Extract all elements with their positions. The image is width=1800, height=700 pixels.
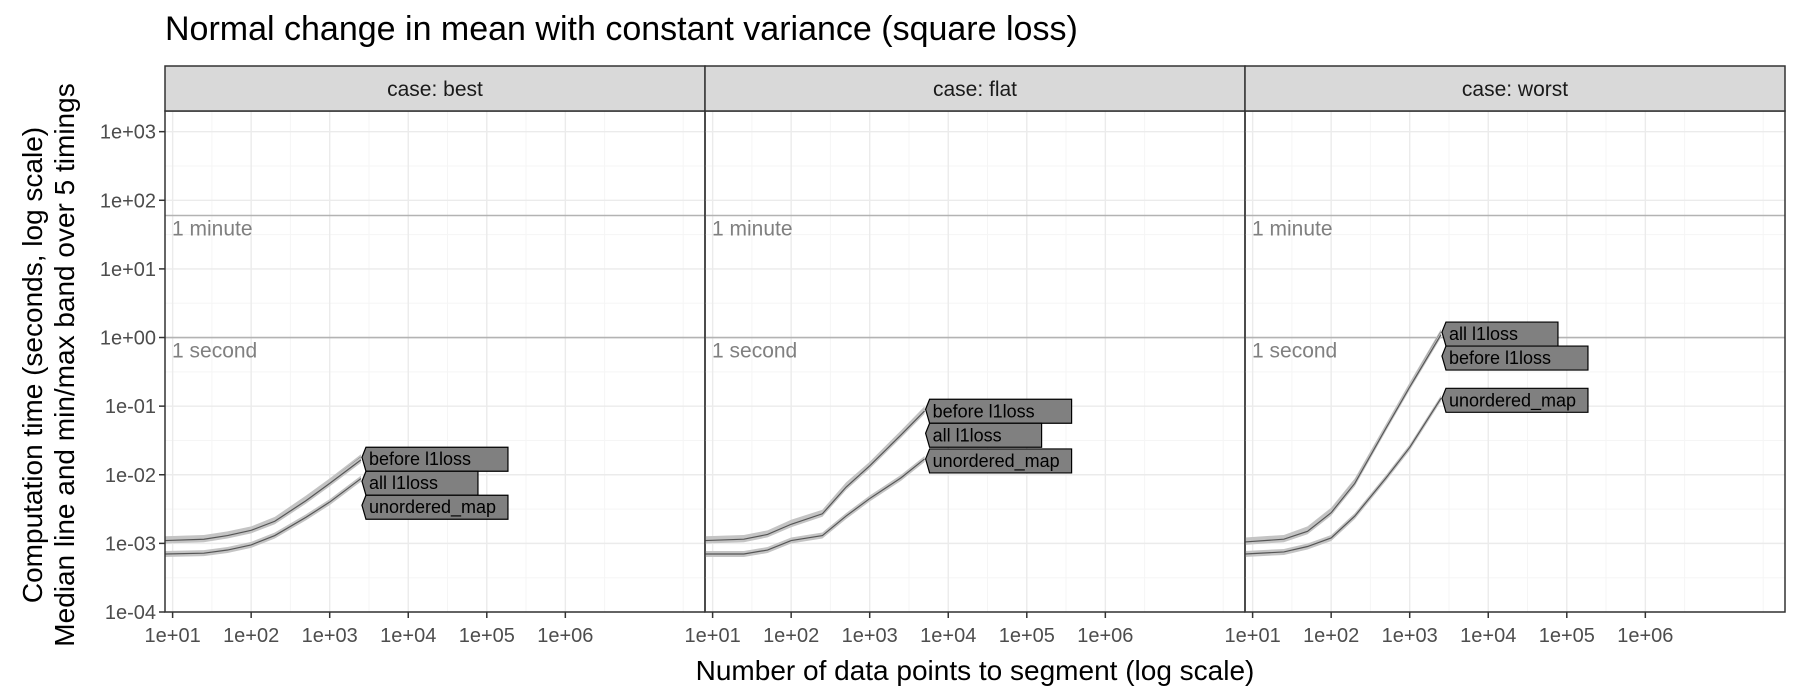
x-tick-label: 1e+05 (999, 625, 1055, 647)
y-tick-label: 1e-01 (105, 396, 156, 418)
x-tick-label: 1e+02 (1303, 625, 1359, 647)
series-direct-label: before l1loss (369, 449, 471, 469)
series-direct-label: before l1loss (1449, 348, 1551, 368)
x-tick-label: 1e+04 (1460, 625, 1516, 647)
x-tick-label: 1e+03 (842, 625, 898, 647)
y-tick-label: 1e+03 (100, 122, 156, 144)
series-band (165, 475, 361, 558)
series-direct-label: all l1loss (1449, 324, 1518, 344)
x-tick-label: 1e+05 (1539, 625, 1595, 647)
series-line (164, 459, 362, 542)
series-direct-label-box (1441, 321, 1559, 347)
series-direct-label: all l1loss (369, 473, 438, 493)
series-band (705, 407, 925, 544)
reference-line-label: 1 minute (172, 218, 253, 241)
series-line (1244, 397, 1442, 555)
x-tick-label: 1e+03 (302, 625, 358, 647)
x-tick-label: 1e+05 (459, 625, 515, 647)
series-direct-label: all l1loss (933, 425, 1002, 445)
series-direct-label-box (361, 470, 479, 496)
facet-strip (164, 65, 706, 112)
x-tick-label: 1e+06 (1617, 625, 1673, 647)
x-tick-label: 1e+04 (920, 625, 976, 647)
series-line (164, 478, 362, 555)
facet-strip-label: case: best (387, 78, 483, 101)
series-direct-label: unordered_map (933, 451, 1060, 472)
y-axis-label-line-1: Computation time (seconds, log scale) (17, 127, 48, 603)
series-direct-label-box (361, 494, 509, 520)
facet-strip-label: case: worst (1462, 78, 1568, 101)
facet-panel: 1 second 1 minute before l1loss all l1loss u… (145, 65, 706, 647)
x-tick-label: 1e+03 (1382, 625, 1438, 647)
x-tick-label: 1e+01 (685, 625, 741, 647)
reference-line-label: 1 minute (712, 218, 793, 241)
series-direct-label: before l1loss (933, 401, 1035, 421)
x-tick-label: 1e+01 (145, 625, 201, 647)
series-line (1244, 334, 1442, 543)
facet-panel: 1 second 1 minute before l1loss all l1loss u… (685, 65, 1246, 647)
x-tick-label: 1e+02 (223, 625, 279, 647)
y-tick-label: 1e-03 (105, 533, 156, 555)
x-tick-label: 1e+04 (380, 625, 436, 647)
series-direct-label-box (1441, 387, 1589, 413)
series-direct-label-box (1441, 345, 1589, 371)
reference-line-label: 1 second (172, 340, 257, 363)
chart-title: Normal change in mean with constant vari… (165, 10, 1078, 48)
x-tick-label: 1e+06 (537, 625, 593, 647)
x-tick-label: 1e+02 (763, 625, 819, 647)
y-tick-label: 1e-04 (105, 602, 156, 624)
y-axis-label-line-2: Median line and min/max band over 5 timi… (49, 83, 80, 646)
y-tick-label: 1e-02 (105, 465, 156, 487)
series-direct-label-box (924, 422, 1043, 448)
x-axis-label: Number of data points to segment (log sc… (696, 655, 1255, 686)
reference-line-label: 1 second (712, 340, 797, 363)
series-direct-label: unordered_map (1449, 390, 1576, 411)
facet-panel: 1 second 1 minute all l1loss before l1loss u… (1225, 65, 1786, 647)
series-direct-label-box (924, 398, 1073, 424)
series-band (1245, 395, 1441, 558)
series-line (704, 410, 926, 542)
y-tick-label: 1e+01 (100, 259, 156, 281)
series-direct-label-box (361, 446, 509, 472)
reference-line-label: 1 minute (1252, 218, 1333, 241)
series-line (705, 458, 925, 555)
series-direct-label: unordered_map (369, 497, 496, 518)
facet-panels: 1e-04 1e-03 1e-02 1e-01 1e+00 1e+01 1e+02 1e+03… (100, 65, 1786, 647)
facet-strip (1244, 65, 1786, 112)
y-tick-label: 1e+02 (100, 190, 156, 212)
facet-strip-label: case: flat (933, 78, 1017, 101)
series-direct-label-box (924, 448, 1073, 474)
reference-line-label: 1 second (1252, 340, 1337, 363)
x-tick-label: 1e+01 (1225, 625, 1281, 647)
y-tick-label: 1e+00 (100, 328, 156, 350)
series-band (1245, 331, 1441, 545)
facet-strip (704, 65, 1246, 112)
x-tick-label: 1e+06 (1077, 625, 1133, 647)
